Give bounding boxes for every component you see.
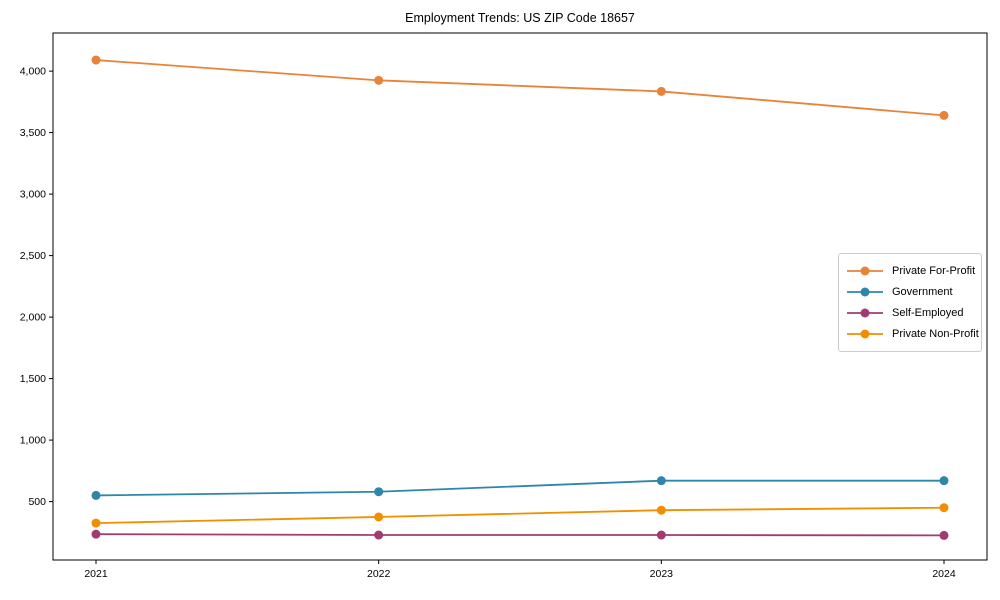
legend-marker-icon [847, 329, 883, 339]
legend-item: Self-Employed [846, 303, 973, 323]
data-point [91, 490, 101, 500]
data-point [374, 530, 384, 540]
data-point [374, 512, 384, 522]
data-point [656, 505, 666, 515]
legend-item: Private For-Profit [846, 261, 976, 281]
legend-marker-icon [847, 308, 883, 318]
data-point [939, 530, 949, 540]
legend-label: Private Non-Profit [892, 328, 979, 340]
legend-marker-icon [847, 287, 883, 297]
y-tick-label: 3,000 [20, 189, 46, 201]
data-point [939, 110, 949, 120]
data-point [374, 75, 384, 85]
x-tick-label: 2024 [932, 568, 956, 580]
legend-label: Self-Employed [892, 307, 964, 319]
line-series-private-non-profit [95, 506, 945, 525]
data-point [656, 86, 666, 96]
data-point [656, 530, 666, 540]
data-point [91, 55, 101, 65]
data-point [374, 487, 384, 497]
y-tick-label: 500 [28, 496, 46, 508]
y-tick-label: 2,500 [20, 250, 46, 262]
data-point [939, 476, 949, 486]
x-tick-label: 2022 [367, 568, 391, 580]
x-tick-label: 2021 [84, 568, 108, 580]
data-point [939, 503, 949, 513]
legend-label: Government [892, 286, 953, 298]
line-series-government [95, 479, 944, 497]
legend: Private For-Profit Government Self-Employe… [838, 253, 982, 352]
y-tick-label: 2,000 [20, 312, 46, 324]
y-tick-label: 4,000 [20, 66, 46, 78]
data-point [91, 529, 101, 539]
axes-frame [52, 32, 988, 561]
x-tick-label: 2023 [650, 568, 674, 580]
legend-marker-icon [847, 266, 883, 276]
data-point [91, 518, 101, 528]
legend-item: Government [846, 282, 973, 302]
line-series-self-employed [95, 533, 945, 537]
y-tick-label: 1,000 [20, 435, 46, 447]
legend-item: Private Non-Profit [846, 324, 979, 344]
y-tick-label: 3,500 [20, 127, 46, 139]
line-series-private-for-profit [95, 59, 945, 117]
chart-title: Employment Trends: US ZIP Code 18657 [405, 11, 635, 25]
legend-label: Private For-Profit [892, 265, 976, 277]
data-point [656, 476, 666, 486]
y-tick-label: 1,500 [20, 373, 46, 385]
